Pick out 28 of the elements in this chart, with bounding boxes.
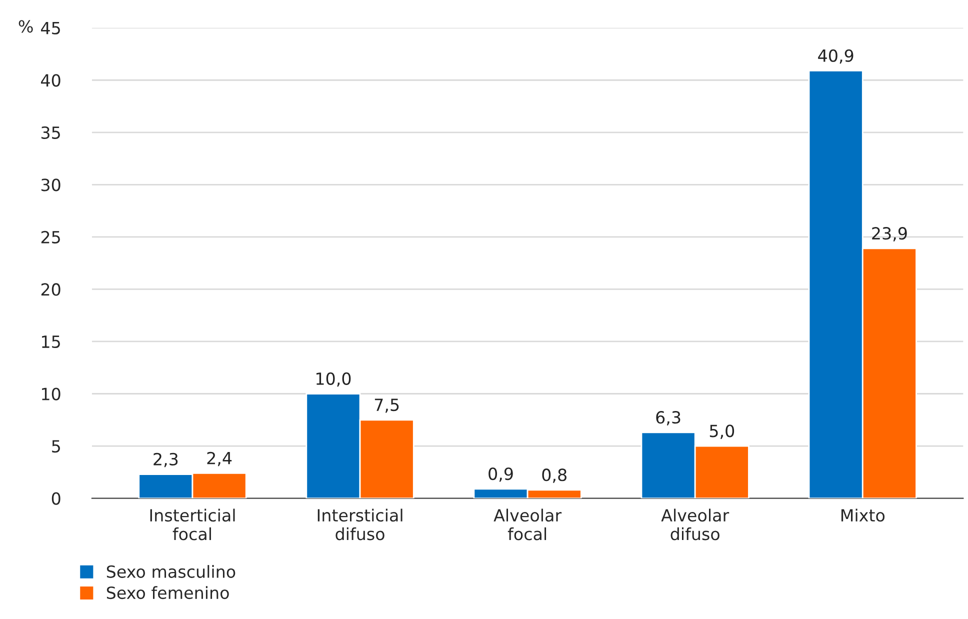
y-tick-label: 30 <box>41 178 60 192</box>
data-label: 10,0 <box>316 372 351 387</box>
x-tick-label: Insterticial focal <box>150 508 235 540</box>
data-label: 0,8 <box>542 468 566 483</box>
x-tick-label: Alveolar difuso <box>661 508 730 540</box>
data-label: 40,9 <box>818 49 854 64</box>
x-tick-label: Alveolar focal <box>494 508 562 540</box>
data-label: 2,4 <box>207 452 232 466</box>
y-tick-label: 5 <box>52 440 60 453</box>
y-tick-label: 45 <box>41 22 60 34</box>
legend-label: Sexo masculino <box>106 565 236 578</box>
y-axis-title: % <box>18 20 33 33</box>
data-label: 0,9 <box>488 467 513 482</box>
data-label: 2,3 <box>154 452 178 468</box>
data-label: 6,3 <box>656 411 680 426</box>
x-tick-label: Intersticial difuso <box>318 508 402 540</box>
data-label: 23,9 <box>872 227 907 242</box>
y-tick-label: 15 <box>42 336 60 348</box>
y-tick-label: 10 <box>42 388 60 400</box>
y-tick-label: 20 <box>41 283 60 296</box>
data-label: 7,5 <box>374 398 399 413</box>
data-label: 5,0 <box>710 424 734 439</box>
y-tick-label: 25 <box>41 230 60 244</box>
legend-label: Sexo femenino <box>106 586 229 600</box>
y-tick-label: 35 <box>41 126 60 139</box>
y-tick-label: 0 <box>52 492 60 505</box>
x-tick-label: Mixto <box>841 508 885 522</box>
y-tick-label: 40 <box>41 74 60 87</box>
